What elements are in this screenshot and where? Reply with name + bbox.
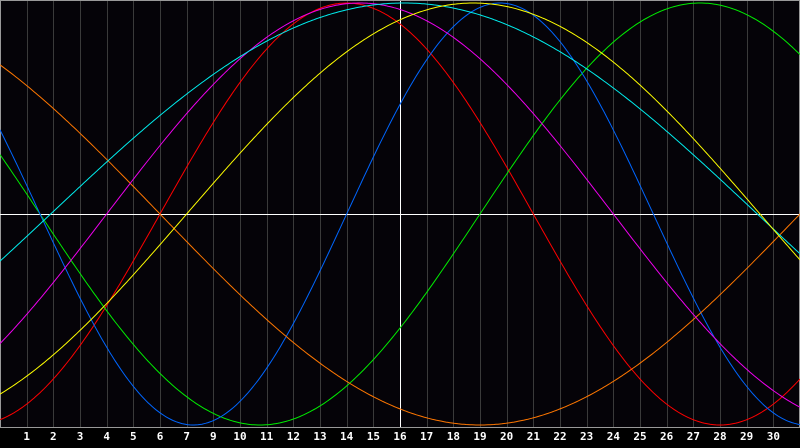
x-tick-label: 10 — [233, 430, 247, 443]
series-line-5 — [0, 2, 800, 408]
x-tick-label: 7 — [183, 430, 190, 443]
x-tick-label: 1 — [23, 430, 30, 443]
x-tick-label: 16 — [393, 430, 407, 443]
x-tick-label: 4 — [103, 430, 110, 443]
x-tick-label: 13 — [313, 430, 327, 443]
x-tick-label: 12 — [286, 430, 300, 443]
x-tick-label: 2 — [50, 430, 57, 443]
x-tick-label: 5 — [130, 430, 137, 443]
x-tick-label: 26 — [660, 430, 674, 443]
series-line-1 — [0, 2, 800, 426]
series-line-6 — [0, 2, 800, 262]
x-tick-label: 29 — [740, 430, 754, 443]
x-tick-label: 9 — [210, 430, 217, 443]
x-tick-label: 21 — [526, 430, 540, 443]
x-tick-label: 14 — [340, 430, 354, 443]
x-tick-label: 11 — [260, 430, 274, 443]
x-tick-label: 24 — [606, 430, 620, 443]
series-line-3 — [0, 2, 800, 426]
series-line-4 — [0, 64, 800, 426]
x-tick-label: 27 — [686, 430, 700, 443]
series-line-2 — [0, 2, 800, 426]
x-tick-label: 18 — [446, 430, 460, 443]
x-tick-label: 20 — [500, 430, 514, 443]
x-tick-label: 25 — [633, 430, 647, 443]
x-tick-label: 23 — [580, 430, 594, 443]
plot-area — [0, 0, 800, 428]
x-tick-label: 3 — [76, 430, 84, 443]
series-line-7 — [0, 2, 800, 395]
x-tick-label: 28 — [713, 430, 727, 443]
x-tick-label: 30 — [766, 430, 780, 443]
x-tick-label: 6 — [156, 430, 164, 443]
x-tick-label: 15 — [366, 430, 380, 443]
x-tick-label: 22 — [553, 430, 567, 443]
x-tick-label: 19 — [473, 430, 487, 443]
x-tick-label: 17 — [420, 430, 434, 443]
